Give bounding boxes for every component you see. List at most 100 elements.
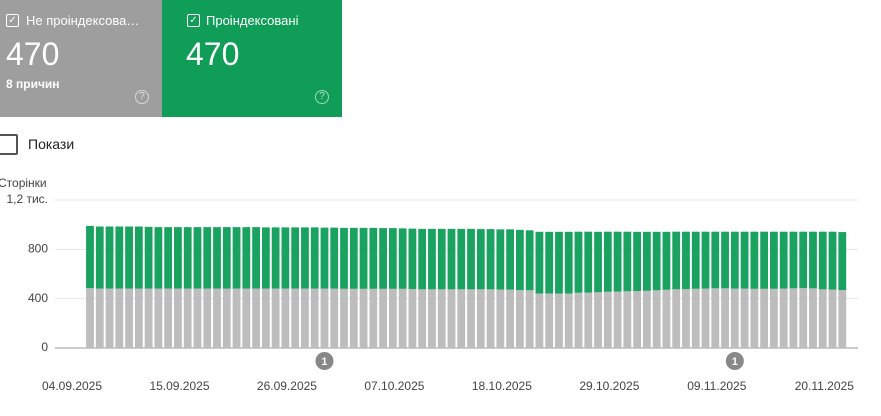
- bar-segment: [86, 225, 94, 289]
- bar-segment: [232, 288, 241, 348]
- bar-segment: [535, 293, 544, 348]
- bar-segment: [721, 231, 729, 289]
- bar-segment: [760, 231, 769, 289]
- bar-segment: [369, 288, 378, 348]
- bar-segment: [320, 288, 329, 348]
- bar-segment: [379, 228, 387, 289]
- bar-segment: [691, 288, 700, 348]
- bar-segment: [115, 226, 124, 289]
- bar-segment: [535, 231, 544, 294]
- bar-segment: [349, 227, 358, 289]
- bar-segment: [418, 228, 427, 290]
- annotation-marker: [725, 352, 744, 370]
- bar-segment: [183, 288, 192, 348]
- bar-segment: [818, 289, 827, 348]
- bar-segment: [457, 228, 466, 290]
- bar-segment: [291, 227, 300, 289]
- bar-segment: [740, 288, 749, 348]
- bar-segment: [584, 292, 593, 348]
- bar-segment: [584, 231, 593, 293]
- bar-segment: [203, 288, 212, 348]
- bar-segment: [642, 231, 651, 291]
- bar-segment: [818, 231, 827, 290]
- bar-segment: [213, 227, 221, 289]
- card-indexed[interactable]: ✓ Проіндексовані 470 ?: [162, 0, 342, 117]
- toggle-label[interactable]: Покази: [28, 136, 75, 152]
- bar-segment: [213, 288, 221, 348]
- bar-segment: [467, 228, 475, 290]
- card-label: Не проіндексова…: [26, 13, 140, 28]
- bar-segment: [603, 231, 612, 292]
- bar-segment: [652, 290, 661, 348]
- bar-segment: [525, 290, 534, 348]
- x-tick-label: 26.09.2025: [257, 379, 317, 393]
- bar-segment: [320, 227, 329, 289]
- bar-segment: [388, 228, 397, 289]
- bar-segment: [799, 288, 808, 348]
- bar-segment: [525, 230, 534, 291]
- checkbox[interactable]: ✓: [187, 14, 200, 27]
- bar-segment: [701, 288, 710, 348]
- bar-segment: [428, 289, 436, 348]
- bar-segment: [398, 288, 407, 348]
- bar-segment: [183, 227, 192, 289]
- bar-segment: [662, 231, 671, 290]
- bar-segment: [623, 231, 632, 292]
- bar-segment: [476, 229, 485, 290]
- bar-segment: [789, 288, 798, 348]
- bar-segment: [95, 288, 104, 348]
- bar-segment: [125, 226, 133, 289]
- bar-segment: [672, 289, 681, 348]
- bar-segment: [779, 288, 788, 348]
- annotation-marker: [315, 352, 334, 370]
- bar-segment: [838, 290, 847, 348]
- bar-segment: [564, 231, 573, 294]
- bar-segment: [545, 293, 554, 348]
- bar-segment: [574, 231, 583, 293]
- bar-segment: [252, 288, 260, 348]
- bar-segment: [486, 289, 495, 348]
- bar-segment: [701, 231, 710, 289]
- bar-segment: [828, 231, 837, 290]
- bar-segment: [359, 288, 368, 348]
- bar-segment: [574, 292, 583, 348]
- bar-segment: [555, 231, 563, 294]
- y-tick-label: 400: [28, 291, 48, 305]
- bar-segment: [437, 289, 446, 348]
- bar-segment: [682, 231, 690, 290]
- bar-segment: [310, 227, 319, 289]
- bar-segment: [261, 288, 270, 348]
- bar-segment: [281, 288, 290, 348]
- bar-segment: [388, 288, 397, 348]
- bar-segment: [203, 227, 212, 289]
- card-not-indexed[interactable]: ✓ Не проіндексова… 470 8 причин ?: [0, 0, 162, 117]
- bar-segment: [711, 288, 720, 348]
- bar-segment: [672, 231, 681, 290]
- x-tick-label: 20.11.2025: [795, 379, 854, 393]
- y-tick-label: 1,2 тис.: [6, 192, 48, 206]
- bar-segment: [750, 288, 759, 348]
- bar-segment: [486, 229, 495, 290]
- bar-segment: [467, 289, 475, 348]
- bar-segment: [340, 288, 348, 348]
- bar-segment: [740, 231, 749, 289]
- help-icon[interactable]: ?: [315, 90, 329, 104]
- bar-segment: [789, 231, 798, 289]
- bar-segment: [613, 291, 622, 348]
- bar-segment: [750, 231, 759, 289]
- bar-segment: [369, 227, 378, 289]
- bar-segment: [222, 227, 231, 289]
- bar-segment: [310, 288, 319, 348]
- bar-segment: [330, 227, 339, 289]
- bar-segment: [828, 289, 837, 348]
- bar-segment: [642, 290, 651, 348]
- x-tick-label: 15.09.2025: [149, 379, 209, 393]
- bar-segment: [691, 231, 700, 289]
- checkbox[interactable]: [0, 134, 18, 155]
- help-icon[interactable]: ?: [135, 90, 149, 104]
- bar-segment: [447, 228, 456, 290]
- bar-segment: [594, 231, 602, 293]
- checkbox[interactable]: ✓: [6, 14, 19, 27]
- card-value: 470: [6, 36, 60, 72]
- bar-segment: [682, 289, 690, 348]
